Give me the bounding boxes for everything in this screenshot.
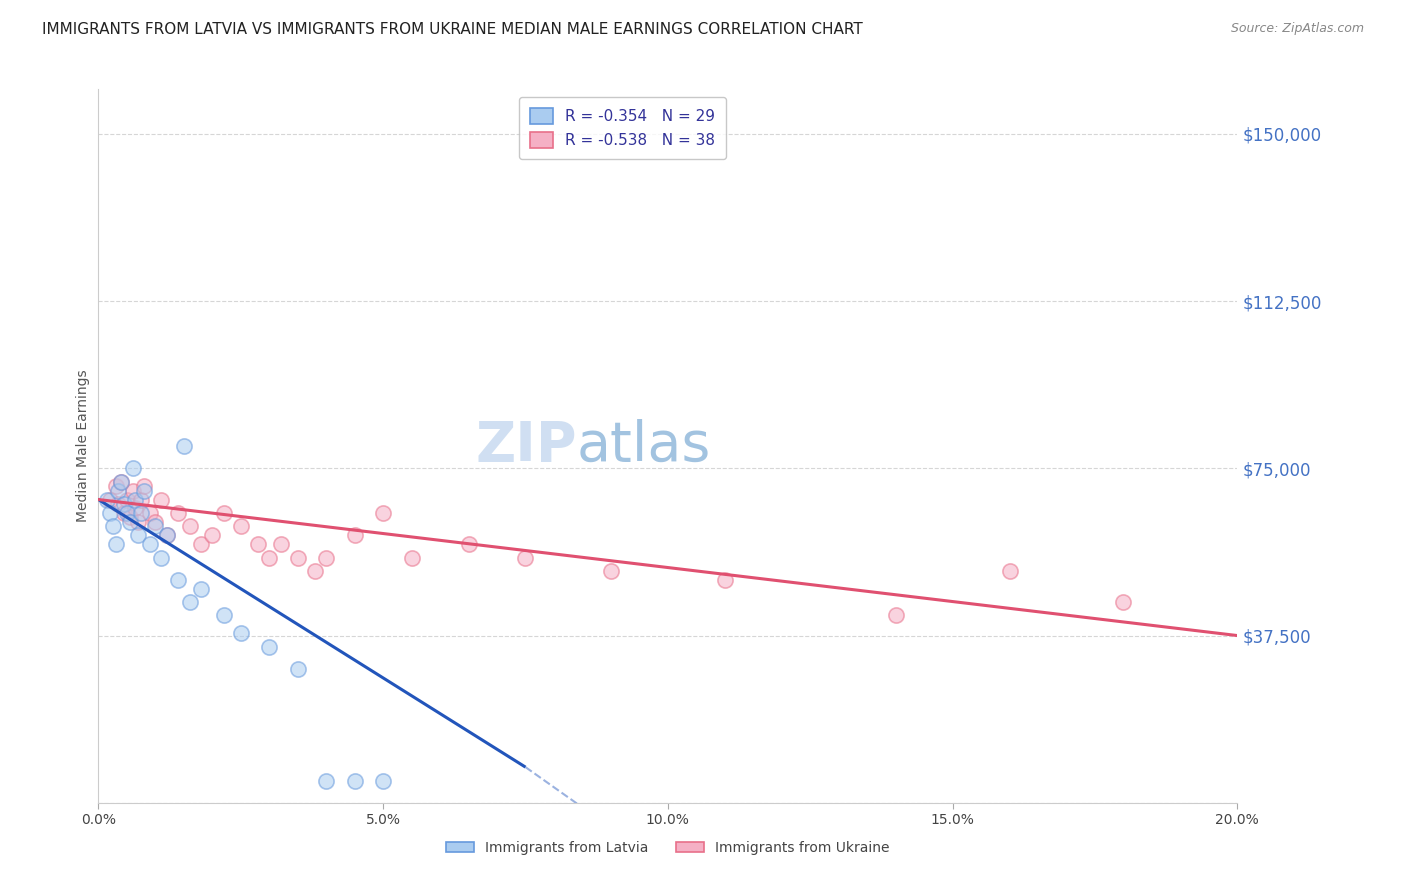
- Point: [118, 510, 141, 524]
- Point: [998, 564, 1021, 578]
- Point: [129, 506, 152, 520]
- Point: [259, 640, 281, 654]
- Point: [104, 479, 127, 493]
- Point: [401, 550, 423, 565]
- Point: [104, 537, 127, 551]
- Point: [98, 492, 121, 507]
- Point: [138, 537, 160, 551]
- Point: [167, 506, 190, 520]
- Point: [173, 439, 195, 453]
- Point: [304, 564, 326, 578]
- Point: [145, 519, 167, 533]
- Text: ZIP: ZIP: [475, 419, 576, 473]
- Point: [132, 483, 155, 498]
- Legend: Immigrants from Latvia, Immigrants from Ukraine: Immigrants from Latvia, Immigrants from …: [440, 835, 896, 860]
- Point: [107, 483, 129, 498]
- Text: atlas: atlas: [576, 419, 711, 473]
- Point: [600, 564, 623, 578]
- Point: [150, 550, 173, 565]
- Point: [457, 537, 479, 551]
- Point: [112, 497, 135, 511]
- Point: [110, 475, 132, 489]
- Point: [190, 582, 212, 596]
- Point: [115, 492, 138, 507]
- Point: [101, 519, 124, 533]
- Point: [127, 528, 149, 542]
- Point: [371, 773, 394, 788]
- Point: [315, 550, 337, 565]
- Point: [179, 519, 201, 533]
- Point: [515, 550, 537, 565]
- Point: [201, 528, 224, 542]
- Point: [121, 483, 143, 498]
- Point: [124, 501, 146, 516]
- Point: [315, 773, 337, 788]
- Point: [190, 537, 212, 551]
- Point: [132, 479, 155, 493]
- Point: [259, 550, 281, 565]
- Point: [167, 573, 190, 587]
- Point: [124, 492, 146, 507]
- Point: [121, 461, 143, 475]
- Point: [179, 595, 201, 609]
- Point: [229, 626, 252, 640]
- Point: [229, 519, 252, 533]
- Point: [127, 515, 149, 529]
- Point: [150, 492, 173, 507]
- Point: [98, 506, 121, 520]
- Point: [156, 528, 179, 542]
- Point: [287, 662, 309, 676]
- Point: [145, 515, 167, 529]
- Point: [371, 506, 394, 520]
- Point: [156, 528, 179, 542]
- Point: [714, 573, 737, 587]
- Point: [270, 537, 292, 551]
- Point: [287, 550, 309, 565]
- Point: [129, 492, 152, 507]
- Point: [884, 608, 907, 623]
- Text: Source: ZipAtlas.com: Source: ZipAtlas.com: [1230, 22, 1364, 36]
- Y-axis label: Median Male Earnings: Median Male Earnings: [76, 369, 90, 523]
- Point: [343, 528, 366, 542]
- Point: [115, 506, 138, 520]
- Point: [343, 773, 366, 788]
- Point: [96, 492, 118, 507]
- Point: [246, 537, 269, 551]
- Point: [112, 506, 135, 520]
- Point: [212, 608, 235, 623]
- Point: [1112, 595, 1135, 609]
- Point: [110, 475, 132, 489]
- Point: [118, 515, 141, 529]
- Point: [138, 506, 160, 520]
- Text: IMMIGRANTS FROM LATVIA VS IMMIGRANTS FROM UKRAINE MEDIAN MALE EARNINGS CORRELATI: IMMIGRANTS FROM LATVIA VS IMMIGRANTS FRO…: [42, 22, 863, 37]
- Point: [212, 506, 235, 520]
- Point: [107, 497, 129, 511]
